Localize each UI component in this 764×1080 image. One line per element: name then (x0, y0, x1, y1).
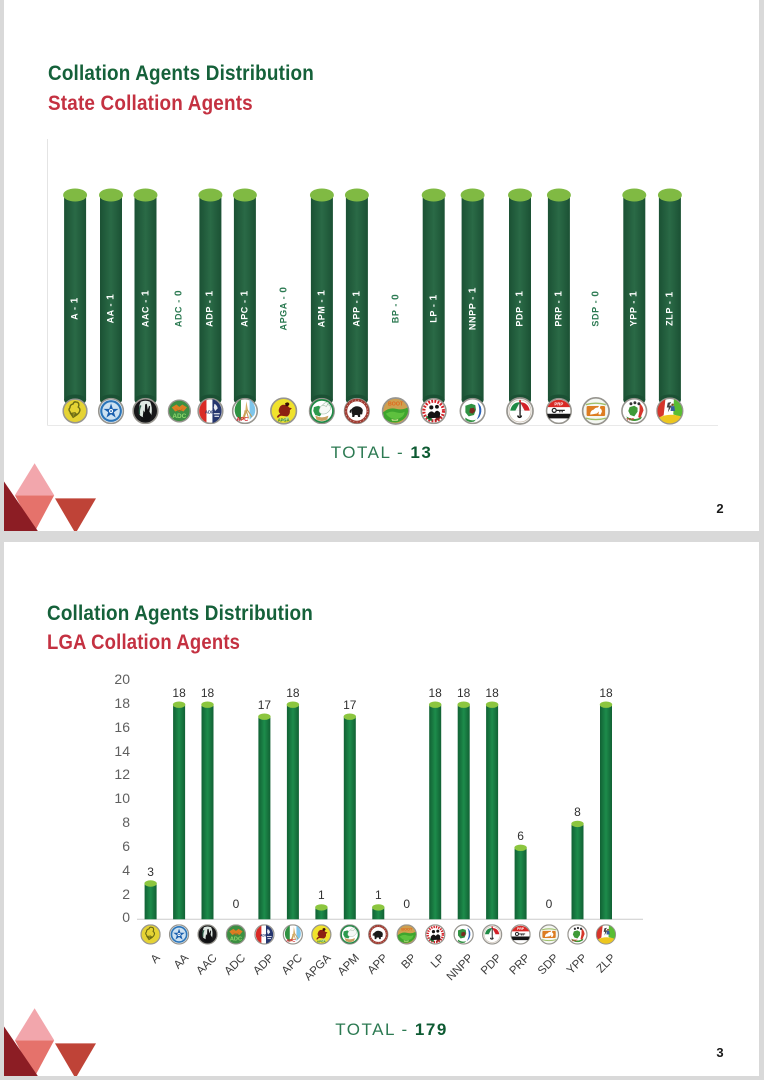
svg-text:APGA: APGA (302, 952, 333, 983)
svg-text:SDP: SDP (536, 952, 561, 977)
svg-text:AA: AA (172, 952, 192, 972)
svg-text:PDP: PDP (479, 952, 504, 977)
svg-text:BP: BP (399, 952, 419, 972)
svg-text:YPP: YPP (565, 952, 590, 977)
svg-text:APM: APM (336, 952, 362, 978)
svg-text:PRP: PRP (508, 952, 533, 977)
svg-text:A: A (149, 952, 163, 966)
svg-text:ADP: ADP (251, 952, 276, 977)
svg-text:ADC: ADC (222, 952, 248, 978)
svg-text:LP: LP (429, 952, 448, 971)
svg-text:NNPP: NNPP (445, 952, 476, 983)
svg-text:ZLP: ZLP (595, 952, 619, 976)
svg-text:APC: APC (280, 952, 305, 977)
svg-text:APP: APP (366, 952, 391, 977)
svg-text:AAC: AAC (194, 952, 219, 977)
